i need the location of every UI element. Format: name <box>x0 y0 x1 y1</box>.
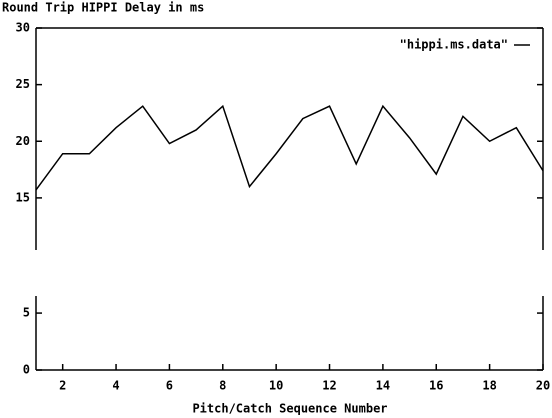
y-tick-label: 20 <box>16 134 30 148</box>
y-tick-label: 0 <box>23 363 30 377</box>
x-tick-label: 18 <box>482 379 496 393</box>
x-tick-label: 6 <box>166 379 173 393</box>
data-line <box>35 104 544 191</box>
x-tick-label: 12 <box>322 379 336 393</box>
y-tick-label: 30 <box>16 21 30 35</box>
y-tick-label: 5 <box>23 306 30 320</box>
x-tick-label: 2 <box>59 379 66 393</box>
x-tick-label: 4 <box>112 379 119 393</box>
y-tick-label: 25 <box>16 77 30 91</box>
x-tick-label: 20 <box>536 379 550 393</box>
x-tick-label: 8 <box>219 379 226 393</box>
x-tick-label: 14 <box>376 379 390 393</box>
x-tick-label: 10 <box>269 379 283 393</box>
legend-label: "hippi.ms.data" <box>400 38 508 52</box>
chart-title: Round Trip HIPPI Delay in ms <box>2 1 204 15</box>
x-axis-label: Pitch/Catch Sequence Number <box>192 402 387 416</box>
y-tick-label: 15 <box>16 190 30 204</box>
x-tick-label: 16 <box>429 379 443 393</box>
